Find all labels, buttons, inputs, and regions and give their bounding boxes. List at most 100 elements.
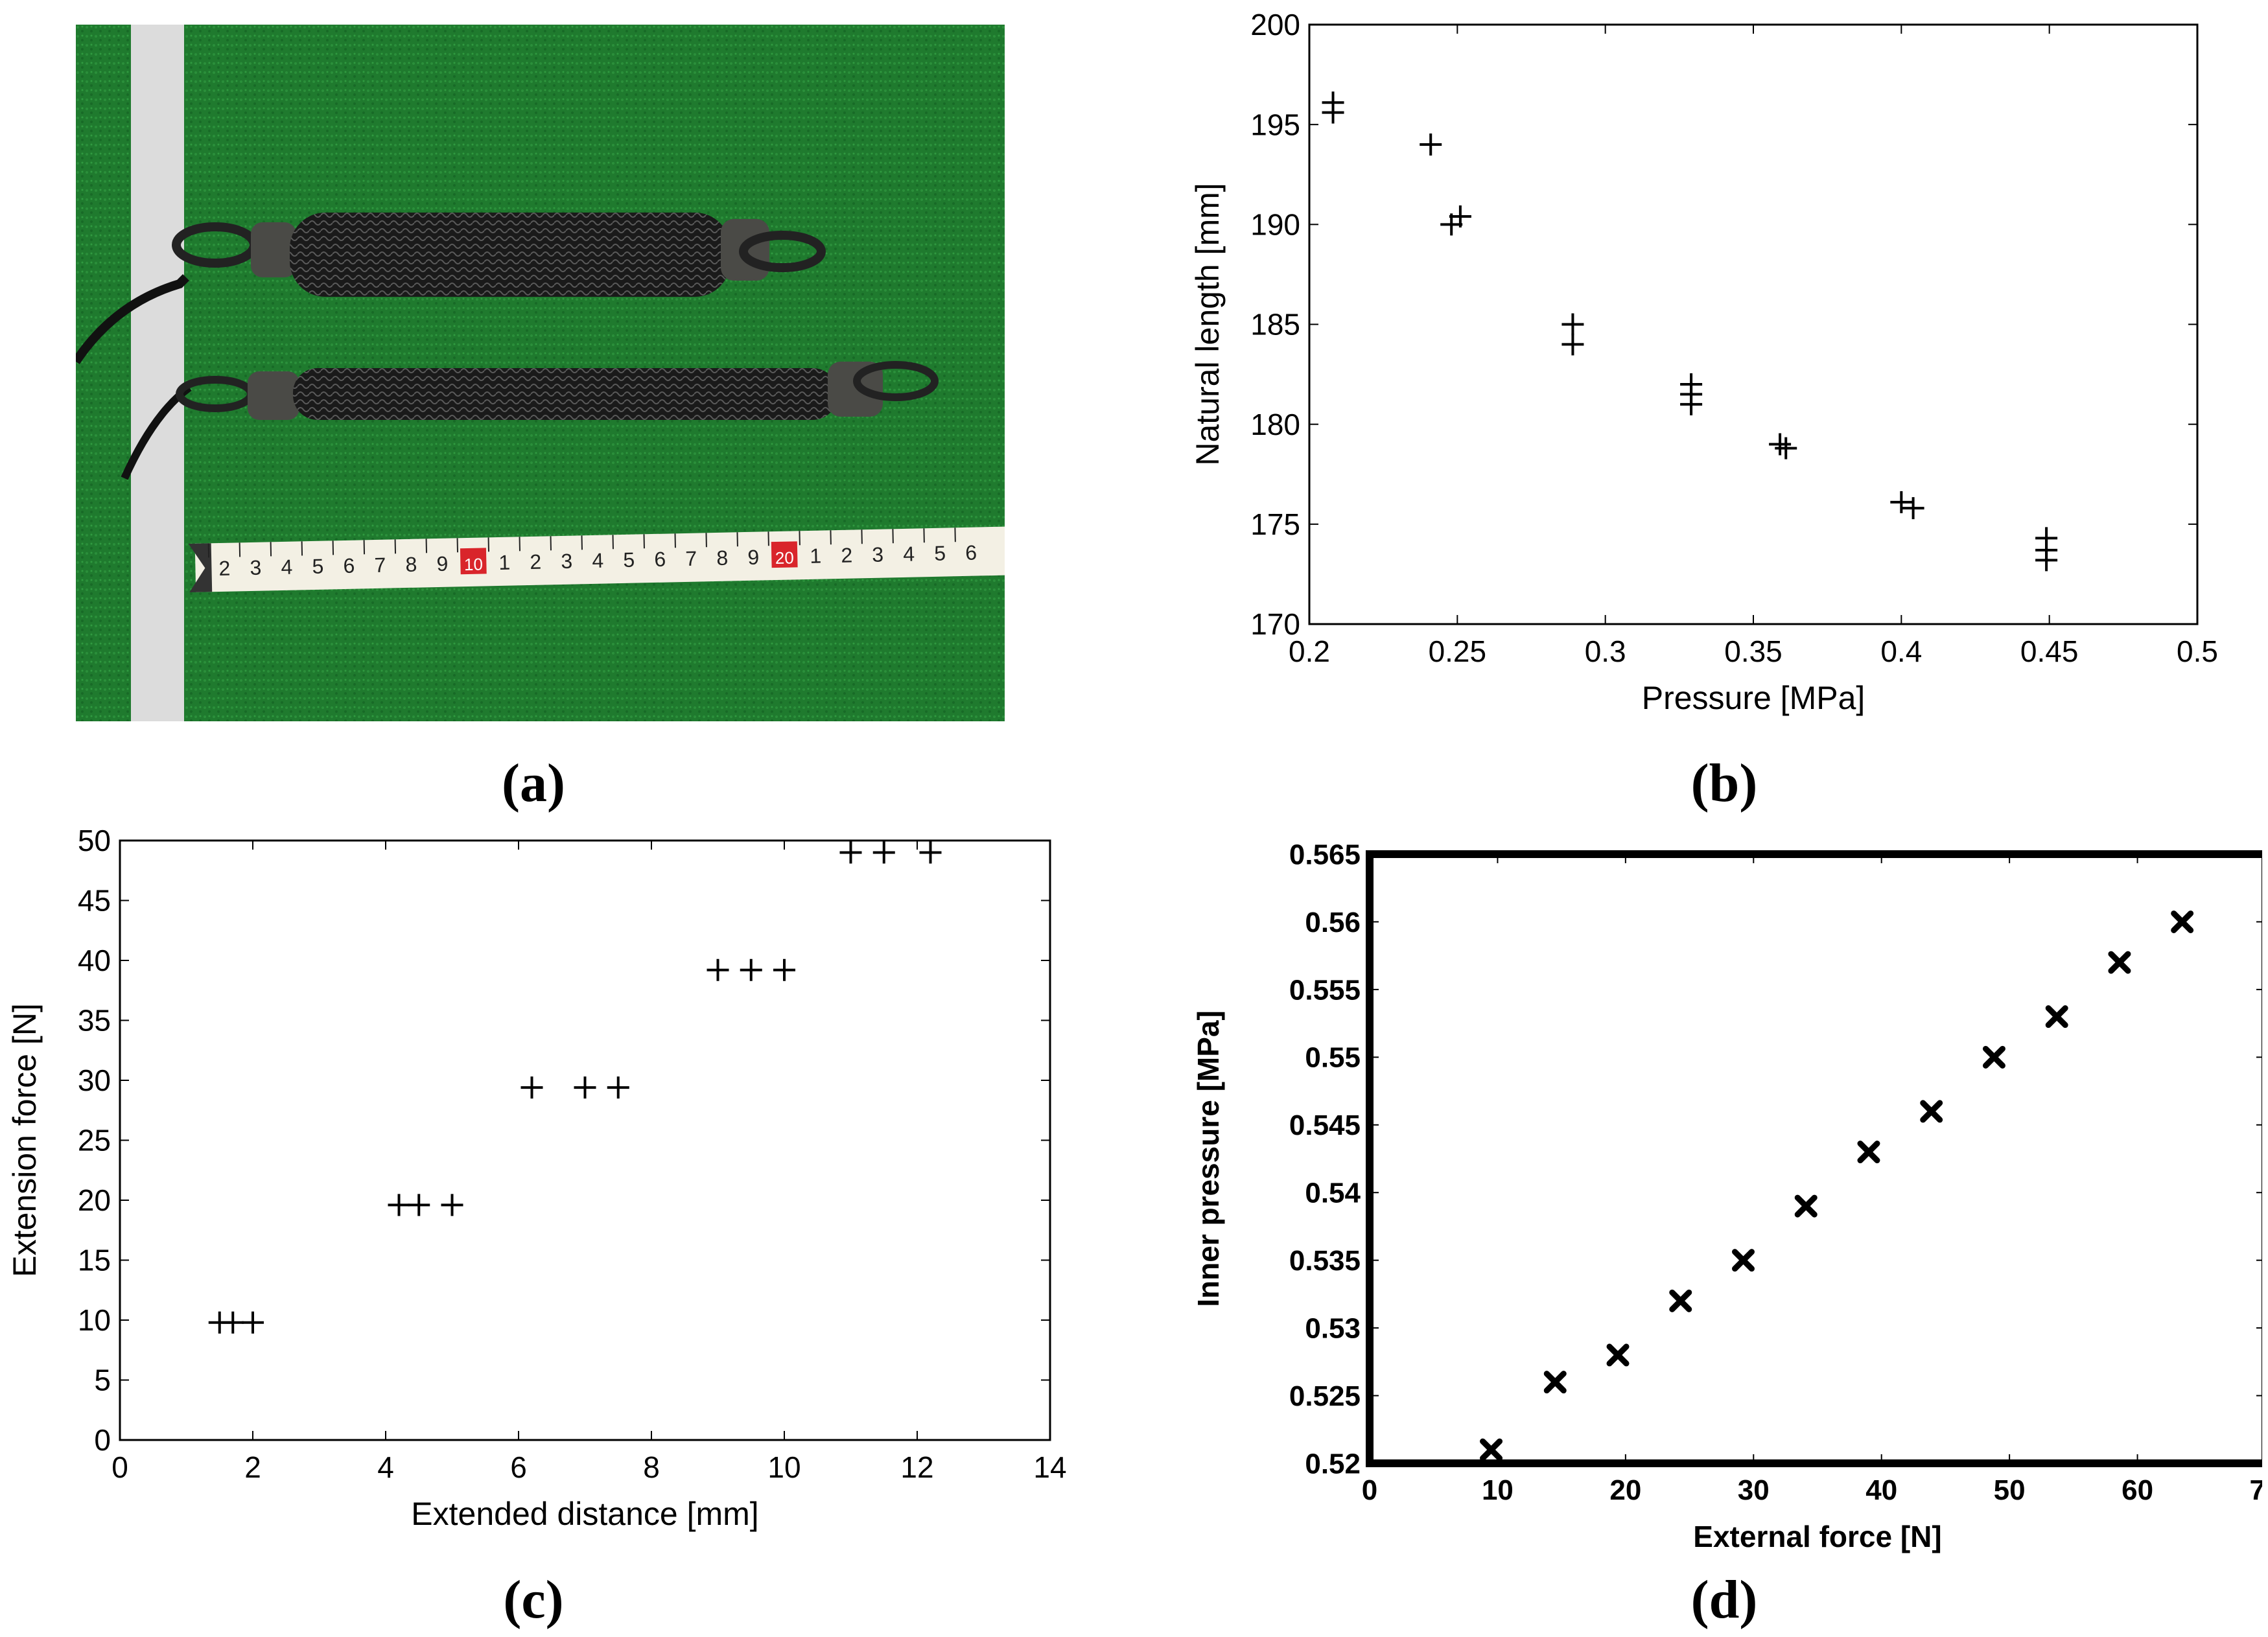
x-tick-label: 12 bbox=[900, 1450, 933, 1484]
tape-red-mark bbox=[771, 541, 798, 568]
x-tick-label: 0.35 bbox=[1724, 634, 1783, 668]
y-tick-label: 0.55 bbox=[1305, 1042, 1361, 1074]
y-tick-label: 0.545 bbox=[1289, 1109, 1361, 1141]
data-point bbox=[222, 1311, 244, 1334]
tape-digit: 4 bbox=[281, 555, 293, 579]
data-point bbox=[707, 958, 729, 981]
y-axis-label: Natural length [mm] bbox=[1189, 183, 1226, 465]
x-tick-label: 70 bbox=[2250, 1474, 2262, 1506]
caption-d: (d) bbox=[1690, 1570, 1758, 1630]
tape-digit: 1 bbox=[810, 544, 822, 568]
x-tick-label: 10 bbox=[1482, 1474, 1514, 1506]
chart-natural-length: 0.2 0.25 0.3 0.35 0.4 0.45 0.5 170 175 180 185 190 1… bbox=[1189, 8, 2218, 716]
actuator-photo: 2 3 4 5 6 7 8 9 10 1 2 3 4 5 6 7 8 9 20 1 2 3 4 5 6 bbox=[76, 25, 1005, 721]
tape-digit: 9 bbox=[747, 546, 760, 569]
data-point bbox=[1982, 1045, 2005, 1069]
data-point bbox=[1322, 101, 1344, 124]
white-line bbox=[131, 25, 184, 721]
data-point bbox=[872, 841, 895, 864]
tape-digit: 10 bbox=[464, 555, 484, 575]
caption-b: (b) bbox=[1690, 753, 1758, 813]
x-tick-label: 20 bbox=[1609, 1474, 1641, 1506]
tape-digit: 2 bbox=[218, 557, 231, 580]
data-point bbox=[607, 1076, 629, 1099]
data-point bbox=[1902, 497, 1924, 520]
data-point bbox=[1420, 134, 1442, 156]
data-point bbox=[1680, 393, 1703, 415]
x-tick-label: 40 bbox=[1865, 1474, 1897, 1506]
data-point bbox=[388, 1194, 410, 1216]
x-tick-label: 14 bbox=[1033, 1450, 1066, 1484]
plot-frame bbox=[1366, 850, 2262, 1467]
y-tick-label: 35 bbox=[78, 1004, 111, 1038]
data-point bbox=[1769, 433, 1792, 456]
y-tick-label: 15 bbox=[78, 1244, 111, 1277]
y-tick-label: 10 bbox=[78, 1303, 111, 1337]
x-axis-label: External force [N] bbox=[1693, 1520, 1941, 1553]
data-point bbox=[773, 958, 795, 981]
data-point bbox=[1731, 1249, 1755, 1272]
tape-digit: 5 bbox=[623, 548, 635, 572]
tape-digit: 7 bbox=[685, 547, 697, 570]
plot-frame bbox=[1308, 23, 2199, 625]
y-tick-label: 175 bbox=[1250, 507, 1300, 541]
data-point bbox=[1775, 437, 1797, 459]
x-tick-label: 2 bbox=[244, 1450, 261, 1484]
tape-digit: 3 bbox=[250, 556, 262, 579]
x-tick-label: 0 bbox=[1362, 1474, 1377, 1506]
y-axis-label: Inner pressure [MPa] bbox=[1191, 1010, 1225, 1307]
tape-digit: 20 bbox=[775, 548, 795, 568]
y-tick-label: 0.535 bbox=[1289, 1245, 1361, 1277]
y-tick-label: 0.56 bbox=[1305, 907, 1361, 938]
tape-digit: 4 bbox=[903, 542, 915, 566]
chart-inner-pressure: 0 10 20 30 40 50 60 70 0.52 0.525 0.53 0.535 0.54 0.5… bbox=[1191, 839, 2262, 1553]
x-tick-label: 0.2 bbox=[1289, 634, 1330, 668]
tape-digit: 5 bbox=[312, 555, 324, 578]
data-point bbox=[574, 1076, 596, 1099]
tape-digit: 8 bbox=[716, 546, 729, 570]
x-axis-label: Extended distance [mm] bbox=[411, 1496, 758, 1532]
x-tick-label: 10 bbox=[767, 1450, 801, 1484]
y-axis-label: Extension force [N] bbox=[6, 1003, 43, 1277]
data-point bbox=[1449, 205, 1471, 227]
tape-digit: 3 bbox=[561, 550, 573, 573]
data-point bbox=[1794, 1194, 1818, 1218]
data-point bbox=[1890, 491, 1913, 513]
data-point bbox=[1480, 1438, 1503, 1461]
y-tick-label: 0.54 bbox=[1305, 1178, 1361, 1209]
measuring-tape: 2 3 4 5 6 7 8 9 10 1 2 3 4 5 6 7 8 9 20 1 2 3 4 5 6 bbox=[188, 526, 1005, 592]
x-tick-label: 6 bbox=[510, 1450, 527, 1484]
data-point bbox=[1561, 333, 1584, 356]
tape-digit: 6 bbox=[343, 554, 355, 577]
data-point bbox=[2035, 549, 2058, 572]
y-tick-label: 180 bbox=[1250, 408, 1300, 441]
data-point bbox=[740, 958, 762, 981]
data-point bbox=[1669, 1289, 1692, 1312]
data-point bbox=[1561, 313, 1584, 336]
tape-red-mark bbox=[460, 548, 487, 575]
tape-digit: 2 bbox=[530, 550, 542, 574]
tape-digit: 4 bbox=[592, 549, 604, 572]
y-tick-label: 30 bbox=[78, 1063, 111, 1097]
tape-digit: 8 bbox=[405, 553, 417, 576]
data-point bbox=[441, 1194, 463, 1216]
data-point bbox=[242, 1311, 264, 1334]
x-tick-label: 30 bbox=[1738, 1474, 1770, 1506]
plot-frame bbox=[119, 839, 1051, 1441]
y-tick-label: 5 bbox=[94, 1364, 111, 1397]
y-tick-label: 0.525 bbox=[1289, 1380, 1361, 1412]
x-tick-label: 0 bbox=[111, 1450, 128, 1484]
y-tick-label: 25 bbox=[78, 1124, 111, 1157]
chart-extension-force: 0 2 4 6 8 10 12 14 0 5 10 15 20 25 30 35 40 45 50 Extended … bbox=[6, 824, 1067, 1532]
tape-digit: 6 bbox=[654, 548, 666, 571]
x-tick-label: 0.25 bbox=[1429, 634, 1487, 668]
tape-digit: 3 bbox=[872, 543, 884, 566]
y-tick-label: 20 bbox=[78, 1183, 111, 1217]
caption-c: (c) bbox=[503, 1570, 564, 1630]
x-tick-label: 60 bbox=[2122, 1474, 2153, 1506]
y-tick-label: 45 bbox=[78, 884, 111, 918]
caption-a: (a) bbox=[502, 753, 565, 813]
data-point bbox=[2045, 1005, 2068, 1028]
x-tick-label: 0.3 bbox=[1585, 634, 1626, 668]
x-tick-label: 0.4 bbox=[1880, 634, 1922, 668]
